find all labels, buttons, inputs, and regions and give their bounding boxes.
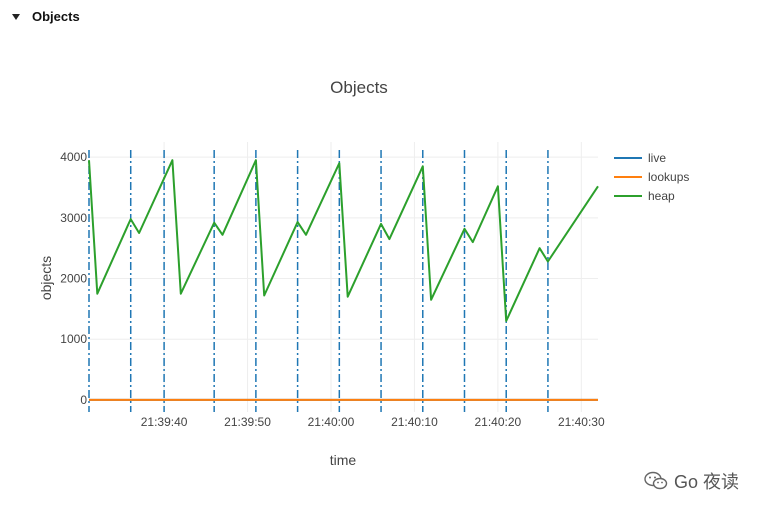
section-title: Objects xyxy=(32,8,80,24)
legend[interactable]: live lookups heap xyxy=(614,151,689,203)
x-tick-label: 21:39:50 xyxy=(224,415,271,429)
objects-section-toggle[interactable]: Objects xyxy=(12,6,80,26)
y-axis-label: objects xyxy=(38,256,54,300)
wechat-icon xyxy=(644,471,668,490)
gc-markers xyxy=(88,150,549,412)
tick-labels: 0 1000 2000 3000 4000 21:39:40 21:39:50 21:40:0… xyxy=(60,150,605,429)
legend-label-heap: heap xyxy=(648,189,675,203)
caret-down-icon xyxy=(12,13,20,20)
series-lines xyxy=(88,159,599,401)
grid xyxy=(89,142,598,412)
x-tick-label: 21:39:40 xyxy=(141,415,188,429)
watermark-text: Go 夜读 xyxy=(673,472,739,492)
x-tick-label: 21:40:30 xyxy=(558,415,605,429)
y-tick-label: 2000 xyxy=(60,272,87,286)
legend-label-live: live xyxy=(648,151,666,165)
x-tick-label: 21:40:10 xyxy=(391,415,438,429)
x-axis-label: time xyxy=(330,452,357,468)
y-tick-label: 1000 xyxy=(60,332,87,346)
x-tick-label: 21:40:20 xyxy=(475,415,522,429)
x-tick-label: 21:40:00 xyxy=(308,415,355,429)
y-tick-label: 4000 xyxy=(60,150,87,164)
watermark: Go 夜读 xyxy=(644,468,739,494)
legend-label-lookups: lookups xyxy=(648,170,689,184)
series-line-heap xyxy=(88,159,599,322)
y-tick-label: 3000 xyxy=(60,211,87,225)
chart-title: Objects xyxy=(330,78,388,97)
y-tick-label: 0 xyxy=(80,393,87,407)
